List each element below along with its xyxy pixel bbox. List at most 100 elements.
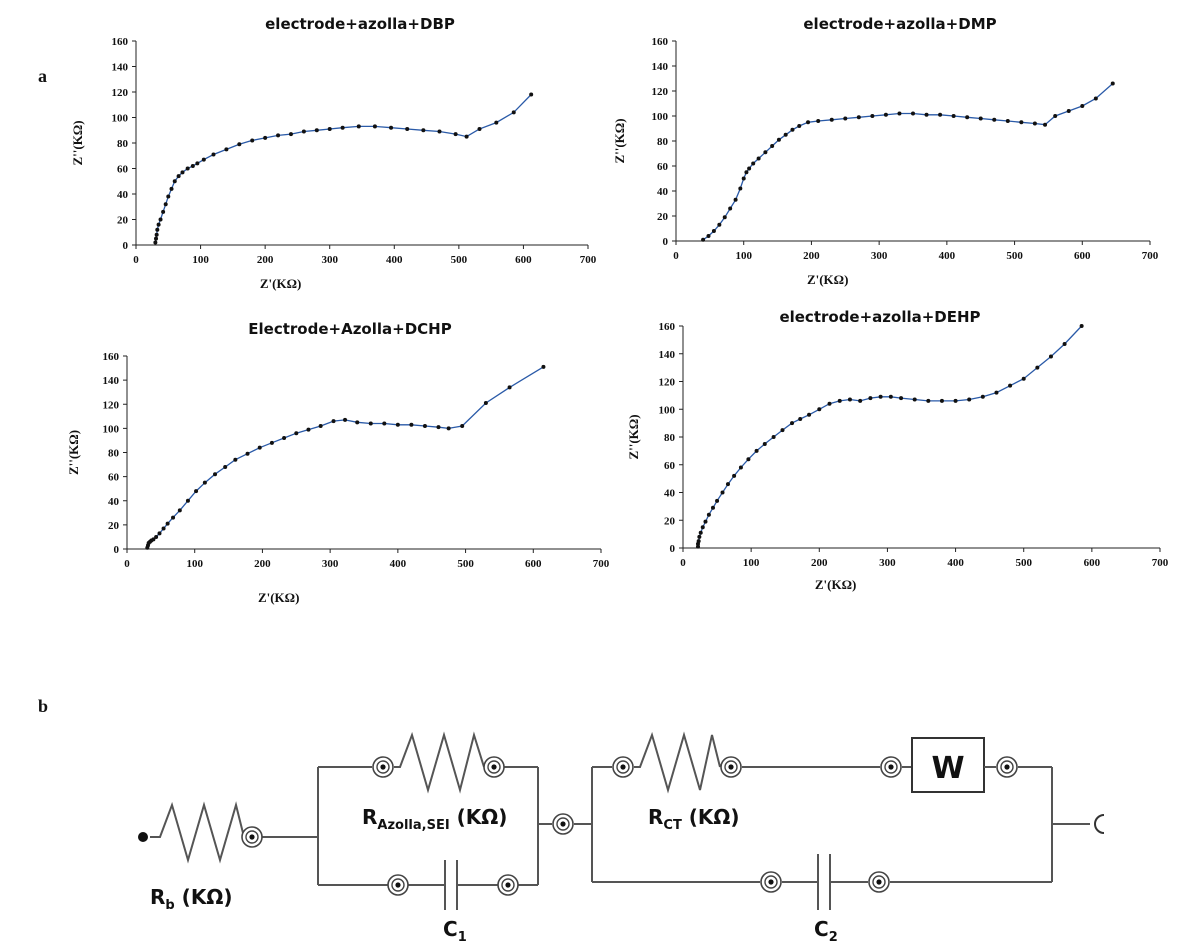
c2-label: C2	[814, 917, 838, 942]
connection-node	[372, 756, 394, 778]
data-point	[912, 397, 917, 402]
data-point	[706, 512, 711, 517]
data-point	[816, 119, 821, 123]
x-tick-label: 600	[515, 254, 532, 266]
data-point	[327, 126, 332, 131]
y-tick-label: 0	[114, 544, 120, 556]
data-point	[245, 451, 250, 456]
x-tick-label: 600	[1084, 557, 1101, 569]
connection-node	[483, 756, 505, 778]
data-point	[744, 170, 749, 175]
y-tick-label: 100	[659, 404, 676, 416]
x-tick-label: 500	[457, 558, 474, 570]
data-point	[837, 398, 842, 403]
data-point	[829, 117, 834, 122]
data-point	[700, 525, 705, 530]
data-point	[201, 157, 206, 162]
chart-dmp: electrode+azolla+DMP 0 20 40 60 80 100 120 140 16…	[612, 15, 1159, 287]
x-tick-label: 300	[871, 250, 888, 262]
data-point	[282, 436, 287, 441]
data-point	[776, 137, 781, 142]
data-point	[951, 114, 956, 118]
data-point	[763, 150, 768, 155]
connection-node	[387, 874, 409, 896]
data-point	[706, 234, 711, 238]
data-point	[343, 417, 348, 422]
x-tick-label: 500	[1006, 250, 1023, 262]
data-point	[870, 114, 875, 118]
data-point	[171, 515, 176, 520]
y-tick-label: 100	[112, 113, 129, 125]
data-point	[1032, 121, 1037, 126]
data-point	[355, 420, 360, 425]
data-point	[1008, 383, 1013, 388]
data-point	[154, 534, 159, 539]
y-tick-label: 40	[117, 189, 129, 201]
x-tick-label: 300	[322, 558, 339, 570]
x-tick-label: 100	[743, 557, 760, 569]
data-point	[732, 473, 737, 478]
x-axis-label: Z'(KΩ)	[258, 590, 299, 605]
data-point	[318, 423, 323, 428]
data-point	[1021, 376, 1026, 381]
data-point	[1043, 122, 1048, 127]
y-tick-label: 80	[664, 432, 676, 444]
data-point	[899, 396, 904, 401]
data-point	[715, 498, 720, 503]
x-tick-label: 400	[390, 558, 407, 570]
data-point	[172, 179, 177, 184]
x-tick-label: 700	[593, 558, 610, 570]
data-point	[395, 422, 400, 427]
y-tick-label: 100	[103, 423, 120, 435]
series-line	[702, 83, 1114, 241]
data-point	[1035, 365, 1040, 370]
data-point	[409, 422, 414, 427]
data-point	[897, 111, 902, 116]
data-point	[294, 431, 299, 436]
data-point	[924, 112, 929, 117]
data-point	[194, 489, 199, 494]
data-point	[888, 394, 893, 399]
data-point	[1048, 354, 1053, 359]
data-point	[163, 202, 168, 207]
connection-node	[612, 756, 634, 778]
x-axis-label: Z'(KΩ)	[815, 577, 856, 592]
data-point	[1079, 324, 1084, 328]
x-axis-label: Z'(KΩ)	[807, 272, 848, 287]
data-point	[276, 133, 281, 138]
data-point	[797, 124, 802, 128]
data-point	[738, 465, 743, 470]
chart-title: electrode+azolla+DBP	[265, 15, 455, 33]
data-point	[155, 227, 160, 232]
data-point	[843, 116, 848, 121]
data-point	[190, 163, 195, 168]
data-point	[1080, 104, 1085, 108]
data-point	[453, 132, 458, 137]
connection-node	[241, 826, 263, 848]
data-point	[529, 92, 534, 97]
data-point	[883, 112, 888, 117]
data-point	[926, 398, 931, 403]
data-point	[798, 416, 803, 421]
y-tick-label: 80	[657, 136, 669, 148]
y-tick-label: 80	[108, 448, 120, 460]
output-terminal	[1094, 814, 1105, 834]
y-tick-label: 120	[652, 86, 669, 98]
data-point	[483, 401, 488, 406]
data-point	[213, 472, 218, 477]
connection-node	[497, 874, 519, 896]
y-tick-label: 160	[659, 321, 676, 333]
data-point	[696, 539, 701, 544]
chart-title: Electrode+Azolla+DCHP	[248, 320, 451, 338]
data-point	[223, 464, 228, 469]
connection-node	[552, 813, 574, 835]
data-point	[185, 498, 190, 503]
y-tick-label: 120	[103, 399, 120, 411]
data-point	[728, 206, 733, 211]
data-point	[938, 112, 943, 117]
data-point	[154, 236, 159, 241]
data-point	[389, 125, 394, 130]
data-point	[541, 364, 546, 369]
series-line	[154, 94, 532, 243]
data-point	[288, 132, 293, 137]
